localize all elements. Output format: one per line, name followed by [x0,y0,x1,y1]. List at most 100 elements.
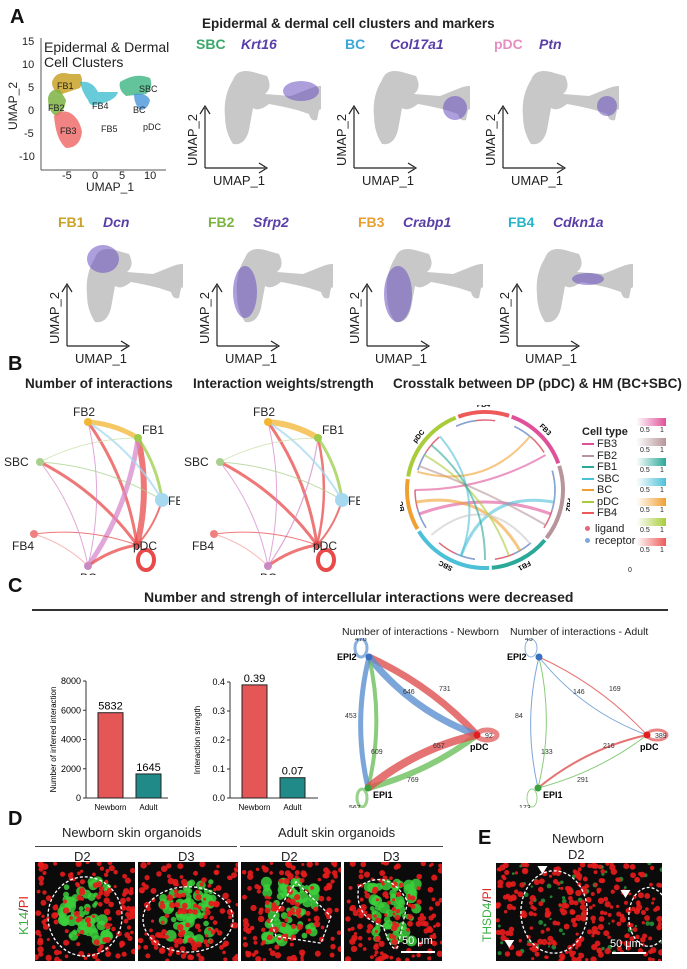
ytick: 0 [28,105,35,117]
legend-item-label: FB1 [597,461,618,473]
y-arrowhead [199,104,211,115]
network-number: FB2 FB1 SBC FB3 FB4 pDC BC [0,400,190,585]
scale-tick: 1 [660,547,664,554]
stain-red-label: PI [480,887,494,900]
cluster-plot-title-line2: Cell Clusters [44,54,124,70]
bar-adult [279,777,306,799]
red-nuclei [344,862,442,961]
micrograph-adult-d2 [241,862,341,961]
node-label-fb4: FB4 [192,539,214,553]
feature-umap-svg [511,249,633,352]
node-pdc [313,541,321,549]
expression-region [384,266,412,322]
feature-umap-svg [497,71,619,174]
bar-value-label: 0.07 [282,766,303,778]
legend-item-label: BC [597,484,613,496]
receptor-ring [414,419,556,561]
node-label-bc: BC [80,571,97,575]
node-label-pdc: pDC [640,742,659,752]
edge-EPI2-EPI1-green [366,656,379,789]
node-pdc [473,731,481,739]
node-label-fb3: FB3 [168,494,180,508]
edge-EPI1-pDC-red [365,731,478,792]
feature-cluster-label: FB4 [508,214,535,230]
scale-tick: 1 [660,467,664,474]
organoid-outline [520,870,588,954]
x-arrowhead [258,162,269,174]
edge-FB1-BC [267,437,319,567]
cluster-umap-svg [40,38,166,171]
cluster-label-fb5: FB5 [101,124,118,134]
feature-gene-label: Cdkn1a [553,214,604,230]
node-fb4 [210,530,218,538]
feature-ylabel: UMAP_2 [347,291,362,344]
edge-EPI2-pDC-red [538,656,648,736]
organoid-outline [270,880,332,944]
y-axis-label: Number of inferred interaction [49,687,58,793]
cluster-label-pdc: pDC [143,122,162,132]
feature-umap-svg [199,71,321,174]
umap-cells [236,249,333,323]
scale-tick: 1 [660,487,664,494]
node-label-fb2: FB2 [253,405,275,419]
x-arrowhead [570,340,581,352]
color-scale-bar [636,438,666,446]
chord-legend: Cell type FB3 FB2 FB1 SBC BC pDC FB4 ligand rece… [582,426,687,566]
feature-plot: SBC Krt16 UMAP_1 UMAP_2 [141,36,321,196]
red-nuclei [496,863,662,961]
node-epi1 [534,784,542,792]
bar-chart-number: 0 2000 4000 6000 8000 5832 Newborn 1645 Adult Num… [0,640,175,812]
panel-b-title-number: Number of interactions [25,376,173,391]
cluster-fb2 [48,89,66,116]
self-loop-epi1 [355,787,369,809]
x-tick-label: Newborn [94,803,126,810]
legend-item: pDC [582,496,687,508]
node-fb1 [134,434,142,442]
feature-cluster-label: SBC [196,36,226,52]
edge-SBC-FB3 [39,461,163,501]
bar-value-label: 5832 [98,701,122,713]
node-fb2 [264,418,272,426]
edge-FB2-FB1 [87,419,140,441]
panel-a-title: Epidermal & dermal cell clusters and mar… [202,16,495,31]
ytick: 5 [28,82,35,94]
node-pdc [133,541,141,549]
e-group-label: Newborn [552,831,605,846]
feature-xlabel: UMAP_1 [213,173,266,188]
bar-chart-number-svg: 0 2000 4000 6000 8000 5832 Newborn 1645 Adult Num… [49,676,168,812]
y-axis-label: Interaction strength [193,706,202,774]
node-fb4 [30,530,38,538]
feature-plot: FB3 Crabp1 UMAP_1 UMAP_2 [303,214,483,374]
edge-FB1-BC [85,437,141,568]
feature-xlabel: UMAP_1 [511,173,564,188]
group-adult-rule [240,846,443,847]
legend-swatch [582,500,594,503]
chord-link [439,435,471,557]
adult-net-title: Number of interactions - Adult [510,626,649,638]
chord-link [430,513,531,545]
xtick: 0 [92,170,99,182]
feature-ylabel: UMAP_2 [185,113,200,166]
feature-ylabel: UMAP_2 [497,291,512,344]
edge-FB1-pDC [315,437,326,546]
scale-tick: 0.5 [640,527,650,534]
feature-xlabel: UMAP_1 [362,173,415,188]
y-arrowhead [348,104,360,115]
organoid-outline [47,876,123,957]
group-newborn-label: Newborn skin organoids [62,825,202,840]
chord-link [423,454,510,557]
expression-region [283,81,319,101]
edge-BC-pDC [267,543,318,568]
feature-plot: BC Col17a1 UMAP_1 UMAP_2 [290,36,470,196]
legend-swatch [582,466,594,468]
feature-cluster-label: FB1 [58,214,85,230]
scale-bar [401,951,435,953]
stain-separator: / [16,908,31,912]
y-arrowhead [497,104,509,115]
edge-count-label: 646 [403,689,415,696]
cluster-plot-ylabel: UMAP_2 [6,81,20,130]
self-loop-pdc [136,548,156,572]
node-label-sbc: SBC [4,455,29,469]
edge-count-label: 146 [573,689,585,696]
